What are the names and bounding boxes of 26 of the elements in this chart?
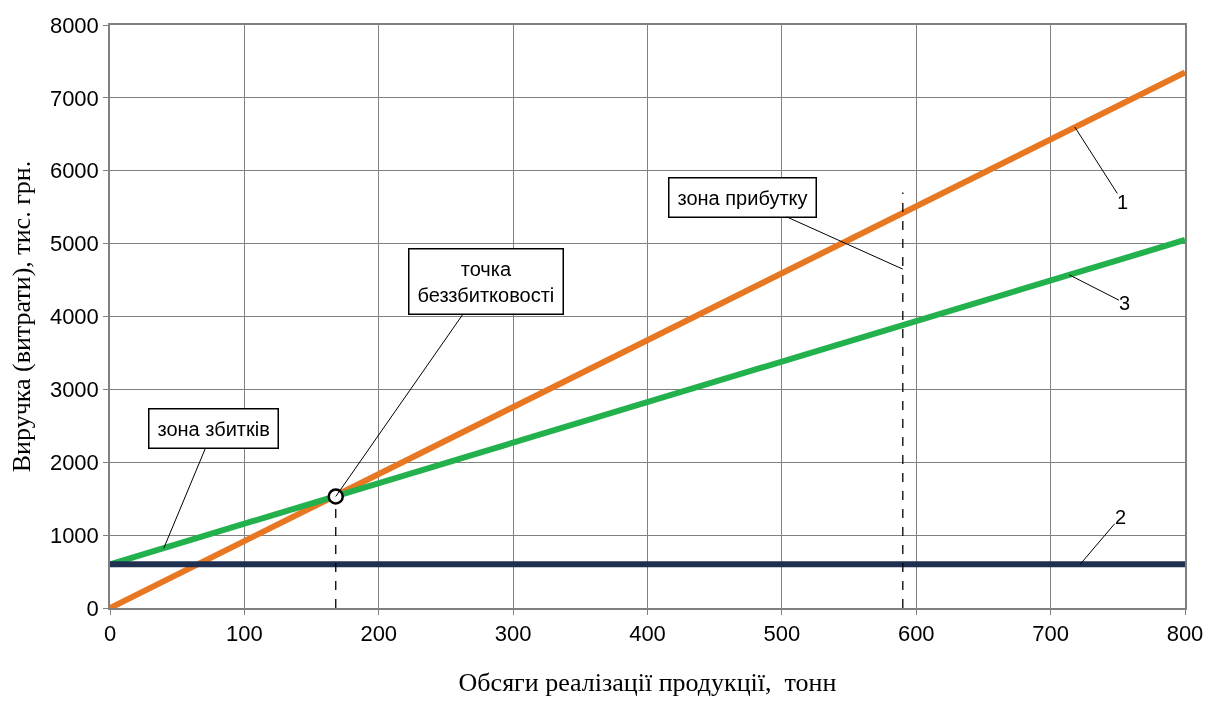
x-tick-label: 500 [763,621,801,647]
x-tick-label: 600 [897,621,935,647]
annotation: зона прибутку [677,186,808,209]
annotation: 1 [1117,191,1129,213]
y-tick-label: 3000 [49,377,99,403]
x-axis-title: Обсяги реалізації продукції, тонн [458,668,837,698]
y-tick-label: 4000 [49,304,99,330]
x-tick-label: 100 [226,621,263,647]
x-tick-label: 0 [103,621,117,647]
y-axis-title: Виручка (витрати), тис. грн. [6,160,36,473]
y-tick-label: 7000 [49,85,99,111]
y-tick-label: 5000 [49,231,99,257]
x-tick-label: 200 [360,621,398,647]
annotation: 3 [1119,292,1131,314]
annotation: зона збитків [157,417,270,440]
annotation: точка беззбитковості [417,257,555,306]
x-tick-label: 300 [494,621,532,647]
annotation: 2 [1115,506,1127,528]
x-tick-label: 400 [629,621,666,647]
y-tick-label: 1000 [49,522,99,548]
y-tick-label: 2000 [49,449,99,475]
y-tick-label: 6000 [49,158,99,184]
y-tick-label: 8000 [49,12,99,38]
x-tick-label: 700 [1032,621,1069,647]
x-tick-label: 800 [1166,621,1204,647]
y-tick-label: 0 [86,595,99,621]
